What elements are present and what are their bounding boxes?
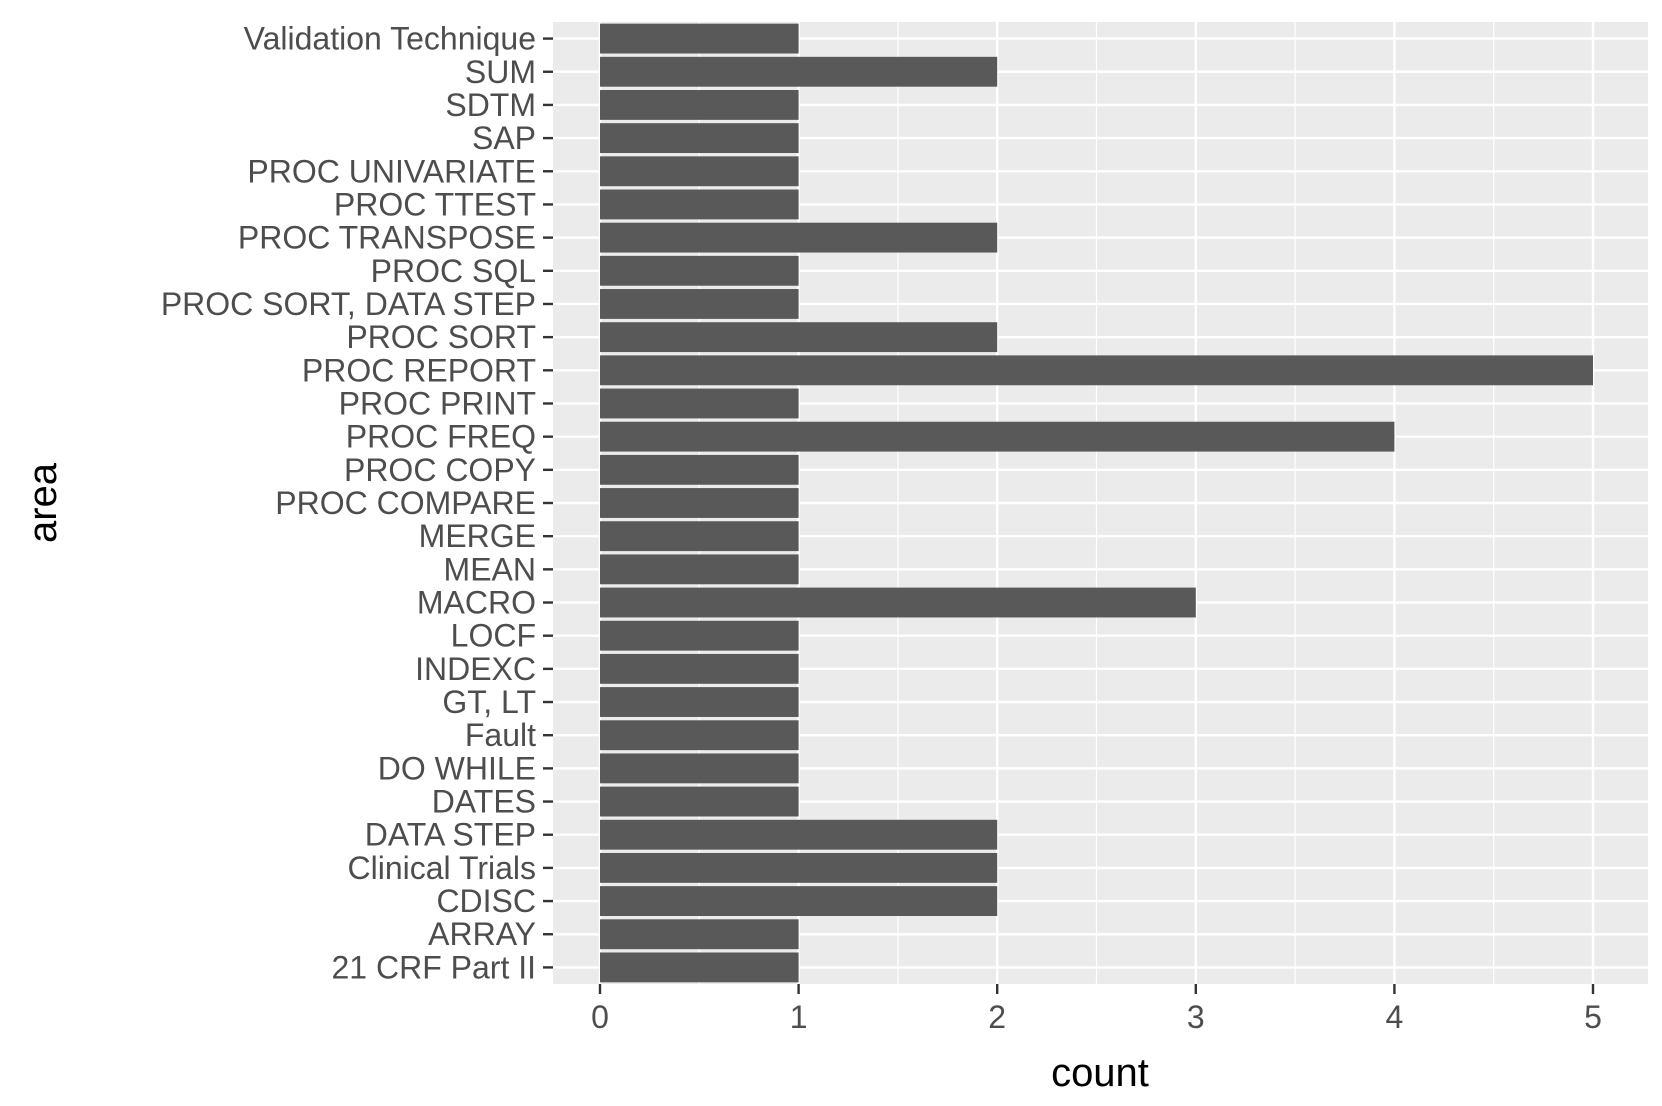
x-tick-label: 3: [1187, 999, 1205, 1035]
y-tick-label: CDISC: [436, 883, 536, 919]
bar: [600, 653, 799, 684]
y-axis-title: area: [21, 462, 65, 543]
major-gridlines: [553, 22, 1648, 984]
bar: [600, 852, 998, 883]
y-tick-label: LOCF: [451, 618, 536, 654]
bar: [600, 388, 799, 419]
bar: [600, 554, 799, 585]
y-tick-label: DO WHILE: [378, 750, 536, 786]
bar: [600, 620, 799, 651]
y-tick-label: SAP: [472, 120, 536, 156]
bar: [600, 355, 1593, 386]
bar: [600, 123, 799, 154]
bars-group: [600, 23, 1593, 983]
bar: [600, 255, 799, 286]
y-tick-label: PROC REPORT: [302, 352, 536, 388]
y-tick-label: PROC UNIVARIATE: [247, 153, 536, 189]
bar: [600, 289, 799, 319]
y-tick-label: DATA STEP: [365, 817, 536, 853]
x-axis-title: count: [1051, 1051, 1149, 1095]
bar: [600, 521, 799, 552]
bar: [600, 786, 799, 817]
y-tick-label: ARRAY: [428, 916, 536, 952]
y-tick-label: Validation Technique: [244, 21, 536, 57]
y-tick-label: GT, LT: [442, 684, 536, 720]
bar: [600, 687, 799, 717]
x-tick-label: 4: [1386, 999, 1404, 1035]
y-tick-label: PROC FREQ: [346, 419, 536, 455]
y-tick-label: MEAN: [444, 551, 536, 587]
bar: [600, 421, 1395, 452]
bar: [600, 919, 799, 950]
y-tick-label: PROC PRINT: [339, 385, 536, 421]
bar: [600, 454, 799, 485]
y-tick-label: PROC TTEST: [334, 186, 536, 222]
x-tick-label: 2: [988, 999, 1006, 1035]
bar: [600, 90, 799, 120]
x-tick-label: 0: [591, 999, 609, 1035]
y-tick-label: 21 CRF Part II: [332, 949, 537, 985]
bar: [600, 587, 1196, 618]
bar: [600, 222, 998, 253]
y-tick-label: PROC COPY: [344, 452, 536, 488]
x-tick-label: 5: [1584, 999, 1602, 1035]
y-tick-label: Clinical Trials: [348, 850, 536, 886]
y-tick-label: SUM: [465, 54, 536, 90]
x-tick-label: 1: [790, 999, 808, 1035]
y-tick-label: PROC TRANSPOSE: [238, 220, 536, 256]
y-tick-label: PROC SQL: [371, 253, 536, 289]
bar: [600, 189, 799, 220]
bar: [600, 819, 998, 850]
y-tick-label: PROC SORT, DATA STEP: [161, 286, 536, 322]
bar: [600, 156, 799, 187]
bar: [600, 23, 799, 54]
y-tick-label: INDEXC: [415, 651, 536, 687]
bar: [600, 56, 998, 87]
y-tick-label: Fault: [465, 717, 536, 753]
bar: [600, 952, 799, 983]
y-tick-label: MACRO: [417, 585, 536, 621]
bar: [600, 720, 799, 751]
bar: [600, 753, 799, 784]
bar: [600, 886, 998, 916]
bar: [600, 322, 998, 353]
x-axis: 0 1 2 3 4 5: [591, 984, 1602, 1035]
y-tick-label: SDTM: [445, 87, 536, 123]
y-tick-label: PROC SORT: [346, 319, 536, 355]
y-tick-label: PROC COMPARE: [275, 485, 536, 521]
y-tick-label: MERGE: [419, 518, 536, 554]
bar: [600, 488, 799, 518]
y-tick-label: DATES: [432, 784, 536, 820]
